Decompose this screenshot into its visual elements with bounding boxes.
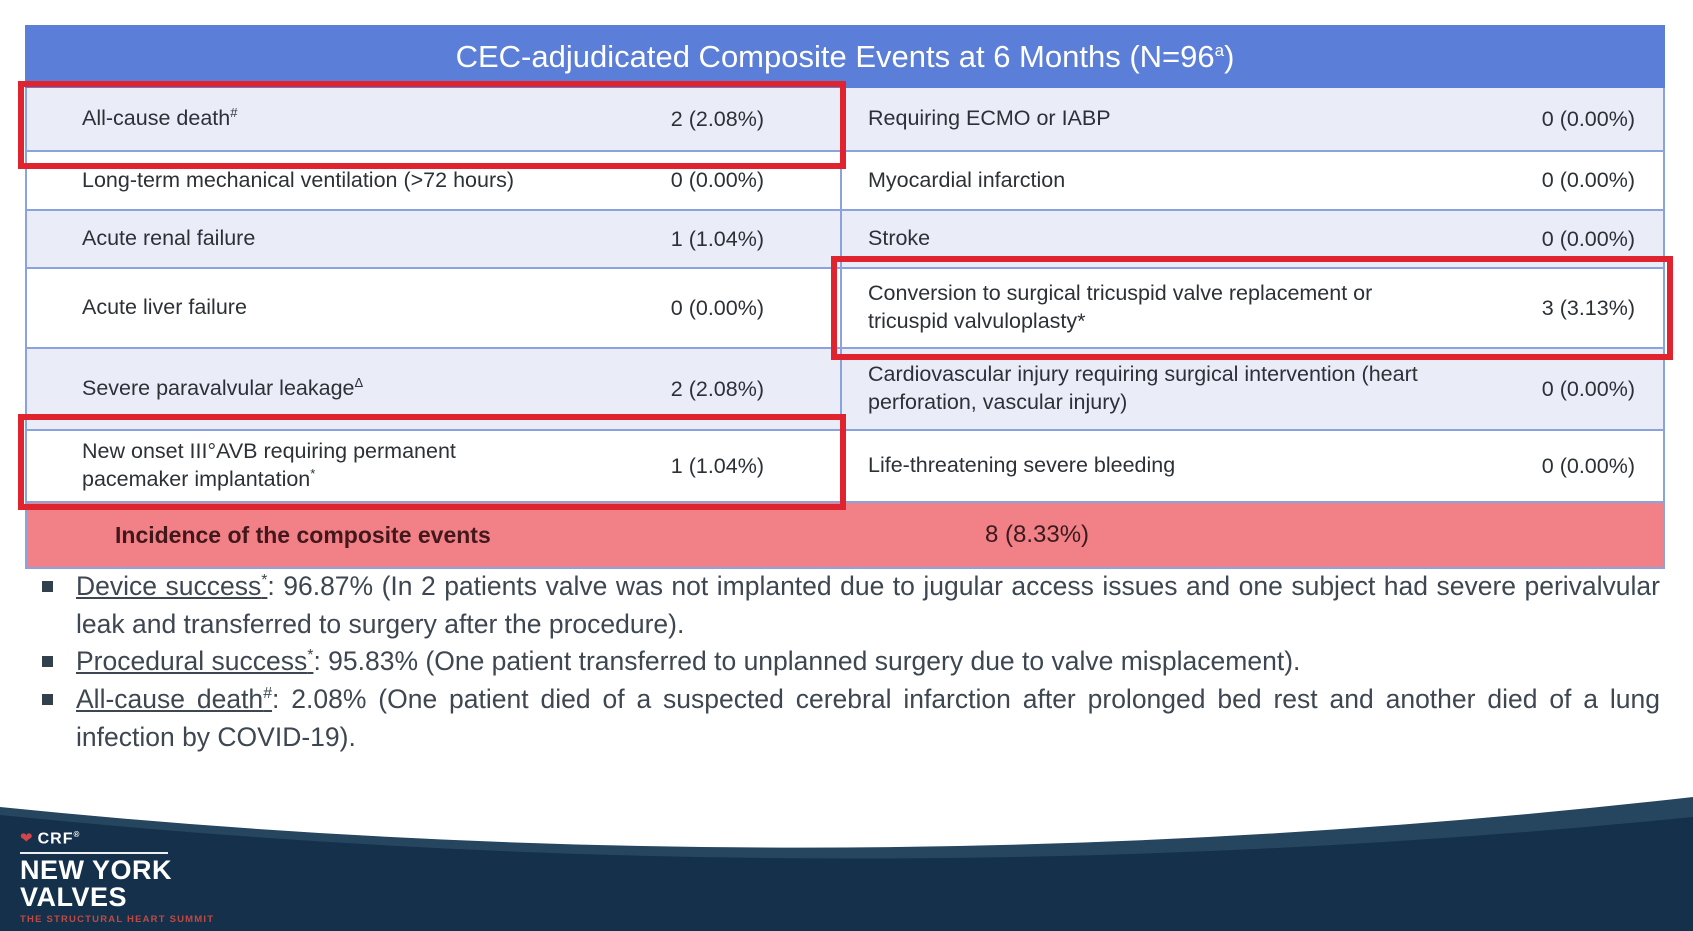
note-text: : 96.87% (In 2 patients valve was not im…	[76, 571, 1660, 639]
event-label: Stroke	[868, 226, 931, 251]
event-value: 0 (0.00%)	[1541, 106, 1635, 131]
event-value: 0 (0.00%)	[670, 168, 764, 192]
table-row: Severe paravalvular leakageΔ 2 (2.08%) C…	[27, 349, 1663, 431]
cell-avb-pacemaker: New onset III°AVB requiring permanent pa…	[27, 431, 842, 501]
event-label: New onset III°AVB requiring permanent pa…	[82, 438, 456, 492]
event-label-superscript: #	[230, 104, 238, 120]
note-device-success: Device success*: 96.87% (In 2 patients v…	[42, 568, 1660, 643]
new-york-valves-logo: ❤ CRF® NEW YORK VALVES THE STRUCTURAL HE…	[20, 830, 214, 925]
table-row: Long-term mechanical ventilation (>72 ho…	[27, 152, 1663, 211]
registered-mark: ®	[73, 829, 81, 839]
event-label: All-cause death	[82, 106, 231, 131]
cell-surgical-conversion: Conversion to surgical tricuspid valve r…	[842, 269, 1663, 347]
event-label: Acute liver failure	[82, 295, 247, 320]
cell-stroke: Stroke 0 (0.00%)	[842, 211, 1663, 267]
event-value: 2 (2.08%)	[670, 106, 764, 131]
logo-divider	[20, 852, 168, 855]
event-label: Cardiovascular injury requiring surgical…	[868, 362, 1418, 414]
cell-all-cause-death: All-cause death# 2 (2.08%)	[27, 88, 842, 150]
cell-severe-bleeding: Life-threatening severe bleeding 0 (0.00…	[842, 431, 1663, 501]
event-label: Acute renal failure	[82, 226, 256, 251]
table-title-text: CEC-adjudicated Composite Events at 6 Mo…	[455, 38, 1215, 74]
composite-incidence-label: Incidence of the composite events	[115, 521, 491, 548]
logo-line-valves: VALVES	[20, 881, 128, 912]
cell-cardiovascular-injury: Cardiovascular injury requiring surgical…	[842, 349, 1663, 429]
heart-icon: ❤	[20, 830, 33, 848]
event-label: Conversion to surgical tricuspid valve r…	[868, 281, 1373, 333]
note-superscript: *	[307, 647, 314, 665]
note-lead: Device success	[76, 571, 262, 601]
event-label: Life-threatening severe bleeding	[868, 453, 1176, 478]
event-value: 2 (2.08%)	[670, 376, 764, 401]
note-all-cause-death: All-cause death#: 2.08% (One patient die…	[42, 681, 1660, 756]
note-superscript: #	[263, 685, 273, 703]
table-body: All-cause death# 2 (2.08%) Requiring ECM…	[25, 88, 1665, 569]
cell-mechanical-ventilation: Long-term mechanical ventilation (>72 ho…	[27, 152, 842, 209]
event-value: 1 (1.04%)	[670, 226, 764, 251]
note-superscript: *	[261, 572, 268, 590]
logo-line-new-york: NEW YORK	[20, 855, 173, 886]
event-label: Myocardial infarction	[868, 167, 1066, 192]
note-lead: All-cause death	[76, 683, 264, 714]
table-row: New onset III°AVB requiring permanent pa…	[27, 431, 1663, 503]
event-value: 0 (0.00%)	[670, 295, 764, 320]
event-value: 1 (1.04%)	[670, 453, 764, 478]
event-value: 3 (3.13%)	[1541, 295, 1635, 320]
cell-myocardial-infarction: Myocardial infarction 0 (0.00%)	[842, 152, 1663, 209]
table-row: Acute renal failure 1 (1.04%) Stroke 0 (…	[27, 211, 1663, 269]
bullet-square-icon	[42, 693, 53, 705]
table-title-close: )	[1224, 38, 1235, 74]
table-title-superscript: a	[1214, 41, 1225, 60]
cell-acute-renal-failure: Acute renal failure 1 (1.04%)	[27, 211, 842, 267]
bullet-square-icon	[42, 656, 53, 668]
cell-paravalvular-leakage: Severe paravalvular leakageΔ 2 (2.08%)	[27, 349, 842, 429]
event-label: Long-term mechanical ventilation (>72 ho…	[82, 167, 515, 192]
cell-ecmo-iabp: Requiring ECMO or IABP 0 (0.00%)	[842, 88, 1663, 150]
event-value: 0 (0.00%)	[1541, 226, 1635, 251]
note-procedural-success: Procedural success*: 95.83% (One patient…	[42, 643, 1660, 681]
table-row: Acute liver failure 0 (0.00%) Conversion…	[27, 269, 1663, 349]
event-label-superscript: *	[310, 465, 316, 481]
notes-list: Device success*: 96.87% (In 2 patients v…	[42, 568, 1660, 756]
logo-tagline: THE STRUCTURAL HEART SUMMIT	[20, 914, 215, 925]
note-text: : 2.08% (One patient died of a suspected…	[76, 683, 1660, 752]
event-label: Severe paravalvular leakage	[82, 376, 355, 401]
event-label-superscript: Δ	[354, 374, 364, 390]
composite-events-table: CEC-adjudicated Composite Events at 6 Mo…	[18, 25, 1673, 569]
event-value: 0 (0.00%)	[1541, 376, 1635, 401]
note-text: : 95.83% (One patient transferred to unp…	[313, 646, 1301, 677]
note-lead: Procedural success	[76, 646, 308, 677]
table-title: CEC-adjudicated Composite Events at 6 Mo…	[25, 25, 1665, 88]
composite-incidence-row: Incidence of the composite events 8 (8.3…	[27, 503, 1663, 567]
composite-incidence-value: 8 (8.33%)	[984, 521, 1090, 548]
event-value: 0 (0.00%)	[1541, 168, 1635, 192]
event-label: Requiring ECMO or IABP	[868, 106, 1111, 131]
bullet-square-icon	[42, 581, 53, 592]
crf-wordmark: CRF	[37, 830, 74, 848]
footer-wave-band	[0, 797, 1693, 931]
cell-acute-liver-failure: Acute liver failure 0 (0.00%)	[27, 269, 842, 347]
event-value: 0 (0.00%)	[1541, 453, 1635, 478]
table-row: All-cause death# 2 (2.08%) Requiring ECM…	[27, 88, 1663, 152]
